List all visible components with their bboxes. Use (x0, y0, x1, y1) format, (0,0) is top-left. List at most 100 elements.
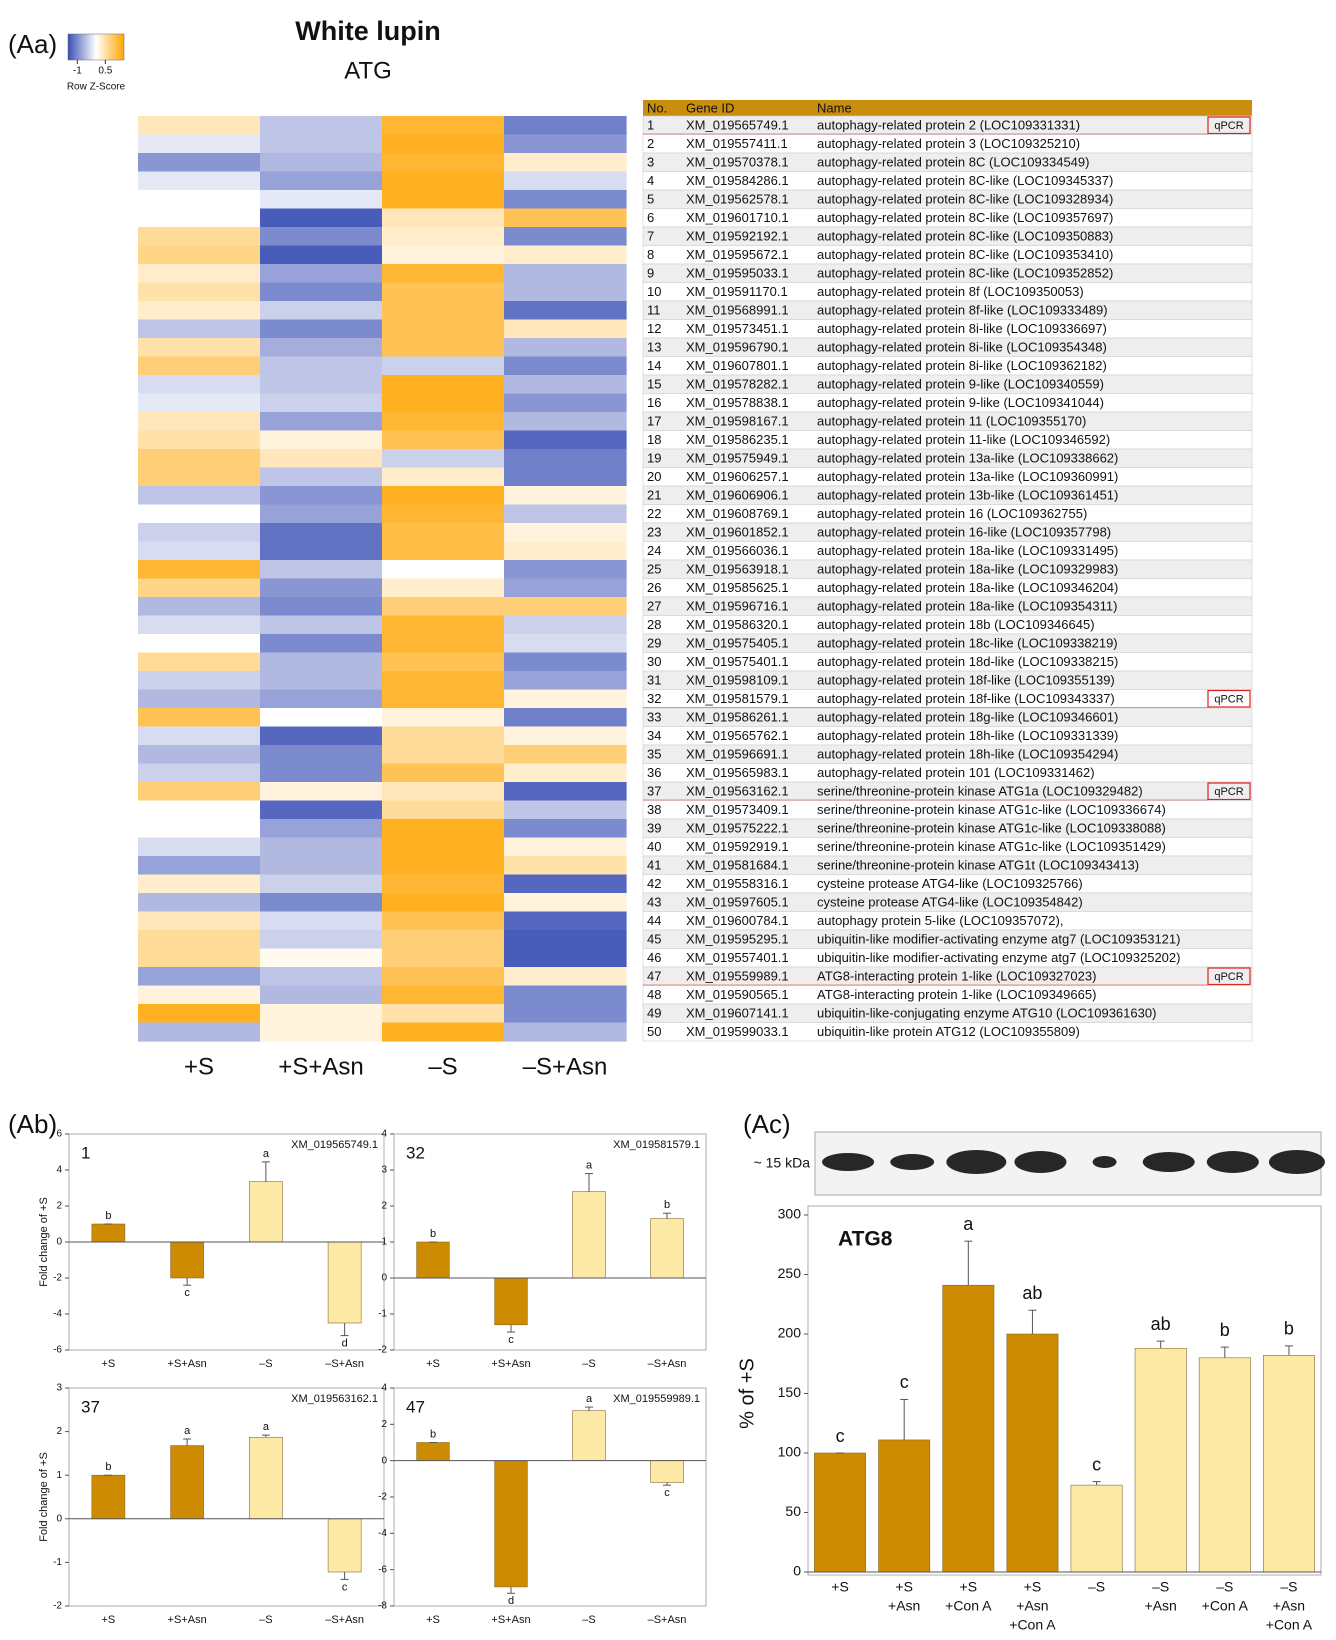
table-cell: XM_019607141.1 (686, 1006, 789, 1021)
y-tick-label: -4 (53, 1309, 62, 1320)
heat-cell (138, 560, 261, 580)
plot-frame (807, 1205, 1322, 1576)
table-cell: XM_019596691.1 (686, 747, 789, 762)
table-cell: autophagy-related protein 3 (LOC10932521… (817, 136, 1080, 151)
table-cell: ubiquitin-like protein ATG12 (LOC1093558… (817, 1024, 1080, 1039)
heat-cell (138, 948, 261, 968)
x-tick-label: –S+Asn (648, 1358, 687, 1370)
heat-cell (504, 560, 627, 580)
y-tick-label: 0 (381, 1273, 387, 1284)
heat-cell (504, 190, 627, 210)
significance-letter: b (105, 1461, 111, 1473)
y-tick-label: -8 (378, 1601, 387, 1612)
heat-cell (260, 763, 383, 783)
column-label: +S+Asn (278, 1053, 363, 1080)
heat-cell (382, 911, 505, 931)
table-cell: 8 (647, 247, 654, 262)
y-tick-label: 150 (778, 1384, 802, 1400)
heat-cell (382, 264, 505, 284)
heat-cell (260, 227, 383, 247)
table-cell: XM_019565749.1 (686, 118, 789, 133)
heat-cell (504, 911, 627, 931)
table-cell: 48 (647, 987, 661, 1002)
table-cell: 35 (647, 747, 661, 762)
heat-cell (138, 930, 261, 950)
heat-cell (138, 689, 261, 709)
heat-cell (260, 782, 383, 802)
heat-cell (504, 171, 627, 191)
table-cell: autophagy-related protein 18a-like (LOC1… (817, 562, 1118, 577)
heat-cell (138, 171, 261, 191)
table-cell: XM_019562578.1 (686, 192, 789, 207)
heat-cell (504, 800, 627, 820)
gene-id: XM_019563162.1 (291, 1393, 378, 1405)
heat-cell (138, 967, 261, 987)
significance-letter: b (430, 1228, 436, 1240)
table-cell: 3 (647, 155, 654, 170)
heat-cell (138, 634, 261, 654)
table-cell: XM_019563162.1 (686, 784, 789, 799)
y-tick-label: 2 (56, 1201, 62, 1212)
heat-cell (504, 134, 627, 154)
heat-cell (138, 856, 261, 876)
table-cell: autophagy-related protein 8C-like (LOC10… (817, 192, 1113, 207)
table-cell: XM_019584286.1 (686, 173, 789, 188)
bar (170, 1241, 204, 1279)
heat-cell (138, 282, 261, 302)
table-cell: autophagy-related protein 8f (LOC1093500… (817, 284, 1084, 299)
heat-cell (260, 726, 383, 746)
y-tick-label: -2 (378, 1345, 387, 1356)
x-tick-label: –S (1088, 1579, 1105, 1595)
heat-cell (504, 541, 627, 561)
heat-cell (260, 541, 383, 561)
table-cell: 23 (647, 525, 661, 540)
table-cell: XM_019586261.1 (686, 710, 789, 725)
y-tick-label: 1 (381, 1237, 387, 1248)
blot-band (822, 1153, 875, 1171)
color-key (67, 33, 125, 61)
heat-cell (138, 412, 261, 432)
table-cell: autophagy-related protein 18h-like (LOC1… (817, 747, 1118, 762)
heat-cell (382, 634, 505, 654)
significance-letter: a (263, 1421, 270, 1433)
header-cell: Gene ID (686, 100, 734, 115)
table-cell: 34 (647, 728, 661, 743)
heat-cell (504, 745, 627, 765)
table-cell: XM_019601710.1 (686, 210, 789, 225)
heat-cell (382, 245, 505, 265)
table-cell: XM_019606906.1 (686, 488, 789, 503)
table-cell: autophagy-related protein 13b-like (LOC1… (817, 488, 1118, 503)
x-tick-label: –S (259, 1358, 272, 1370)
bar (416, 1442, 450, 1461)
table-cell: autophagy-related protein 9-like (LOC109… (817, 395, 1104, 410)
table-cell: XM_019598167.1 (686, 414, 789, 429)
heat-cell (382, 134, 505, 154)
table-row (642, 1022, 1253, 1042)
blot-band (1092, 1156, 1117, 1168)
table-cell: XM_019586320.1 (686, 617, 789, 632)
table-cell: autophagy-related protein 18f-like (LOC1… (817, 691, 1115, 706)
table-cell: 11 (647, 303, 661, 318)
key-tick-label: -1 (73, 66, 82, 77)
significance-letter: a (586, 1393, 593, 1405)
heat-cell (504, 893, 627, 913)
table-cell: autophagy protein 5-like (LOC109357072), (817, 913, 1063, 928)
heat-cell (382, 282, 505, 302)
table-cell: XM_019600784.1 (686, 913, 789, 928)
table-cell: 31 (647, 673, 661, 688)
qpcr-box (1207, 116, 1251, 135)
heat-cell (138, 208, 261, 228)
heat-cell (382, 782, 505, 802)
table-cell: XM_019573409.1 (686, 802, 789, 817)
table-cell: 25 (647, 562, 661, 577)
y-tick-label: 200 (778, 1325, 802, 1341)
qpcr-tag: qPCR (1214, 971, 1243, 983)
heat-cell (382, 523, 505, 543)
table-cell: 5 (647, 192, 654, 207)
y-tick-label: 6 (56, 1129, 62, 1140)
heat-cell (504, 726, 627, 746)
heat-cell (260, 430, 383, 450)
bar (249, 1436, 283, 1520)
significance-letter: a (263, 1148, 270, 1160)
qpcr-tag: qPCR (1214, 694, 1243, 706)
